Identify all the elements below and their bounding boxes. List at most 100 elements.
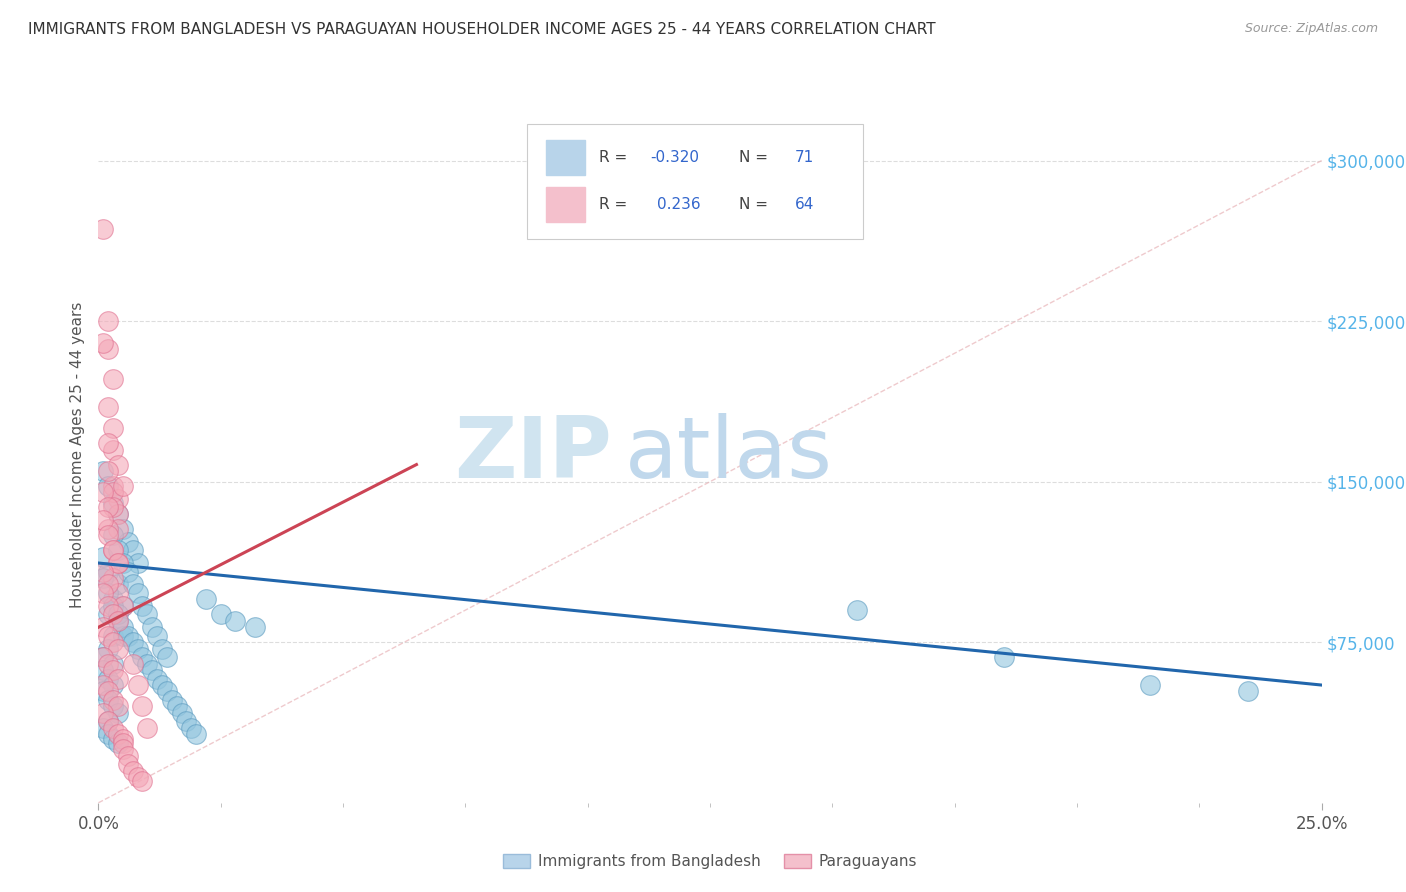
Point — [91, 549, 114, 564]
Point — [107, 491, 129, 506]
Point — [91, 650, 114, 665]
Point — [101, 543, 124, 558]
Point — [111, 620, 134, 634]
Point — [111, 599, 134, 613]
Point — [97, 629, 120, 643]
Point — [117, 748, 139, 763]
Point — [101, 592, 124, 607]
Point — [97, 464, 120, 478]
Point — [1139, 678, 1161, 692]
Point — [127, 770, 149, 784]
Text: N =: N = — [740, 197, 773, 212]
Point — [1237, 684, 1260, 698]
Text: 71: 71 — [794, 150, 814, 165]
Point — [91, 721, 114, 735]
Point — [146, 629, 169, 643]
Point — [107, 699, 129, 714]
Point — [209, 607, 232, 622]
FancyBboxPatch shape — [526, 124, 863, 239]
Point — [91, 678, 114, 692]
Text: R =: R = — [599, 150, 631, 165]
Point — [121, 635, 143, 649]
Point — [136, 657, 159, 671]
Point — [101, 442, 124, 457]
Point — [131, 699, 153, 714]
Point — [97, 528, 120, 542]
Point — [97, 400, 120, 414]
Text: 0.236: 0.236 — [658, 197, 702, 212]
Point — [107, 607, 129, 622]
Point — [107, 614, 129, 628]
Point — [97, 500, 120, 515]
Point — [91, 620, 114, 634]
Point — [243, 620, 266, 634]
Point — [101, 485, 124, 500]
Text: atlas: atlas — [624, 413, 832, 497]
Point — [91, 485, 114, 500]
Point — [97, 522, 120, 536]
Point — [97, 565, 120, 579]
Point — [111, 731, 134, 746]
Point — [107, 556, 129, 570]
Point — [97, 641, 120, 656]
Point — [127, 556, 149, 570]
Point — [141, 663, 163, 677]
Point — [111, 629, 134, 643]
Point — [107, 507, 129, 521]
Point — [195, 592, 218, 607]
Point — [101, 421, 124, 435]
Point — [107, 577, 129, 591]
Point — [156, 684, 179, 698]
Point — [91, 464, 114, 478]
Point — [166, 699, 188, 714]
Point — [91, 222, 114, 236]
Point — [97, 479, 120, 493]
Point — [97, 672, 120, 686]
Point — [107, 727, 129, 741]
Point — [107, 614, 129, 628]
Text: R =: R = — [599, 197, 637, 212]
Point — [107, 556, 129, 570]
Text: IMMIGRANTS FROM BANGLADESH VS PARAGUAYAN HOUSEHOLDER INCOME AGES 25 - 44 YEARS C: IMMIGRANTS FROM BANGLADESH VS PARAGUAYAN… — [28, 22, 936, 37]
Point — [117, 757, 139, 772]
Point — [97, 586, 120, 600]
Point — [91, 706, 114, 720]
Point — [107, 641, 129, 656]
Point — [91, 335, 114, 350]
Point — [101, 678, 124, 692]
Point — [111, 599, 134, 613]
Point — [107, 706, 129, 720]
Text: ZIP: ZIP — [454, 413, 612, 497]
Point — [131, 774, 153, 789]
Text: N =: N = — [740, 150, 773, 165]
Point — [101, 663, 124, 677]
Point — [91, 650, 114, 665]
Point — [186, 727, 208, 741]
Point — [117, 534, 139, 549]
Point — [121, 543, 143, 558]
Point — [91, 586, 114, 600]
Point — [101, 731, 124, 746]
Point — [97, 342, 120, 356]
Point — [101, 599, 124, 613]
Point — [111, 556, 134, 570]
Point — [91, 684, 114, 698]
Point — [117, 565, 139, 579]
Point — [127, 641, 149, 656]
Point — [97, 693, 120, 707]
Point — [111, 736, 134, 750]
Point — [91, 663, 114, 677]
Point — [101, 635, 124, 649]
Point — [91, 513, 114, 527]
Point — [141, 620, 163, 634]
Point — [101, 372, 124, 386]
Point — [170, 706, 193, 720]
Point — [97, 577, 120, 591]
Point — [101, 721, 124, 735]
Point — [101, 693, 124, 707]
Point — [131, 650, 153, 665]
Point — [156, 650, 179, 665]
Point — [97, 599, 120, 613]
Point — [101, 699, 124, 714]
Point — [224, 614, 246, 628]
